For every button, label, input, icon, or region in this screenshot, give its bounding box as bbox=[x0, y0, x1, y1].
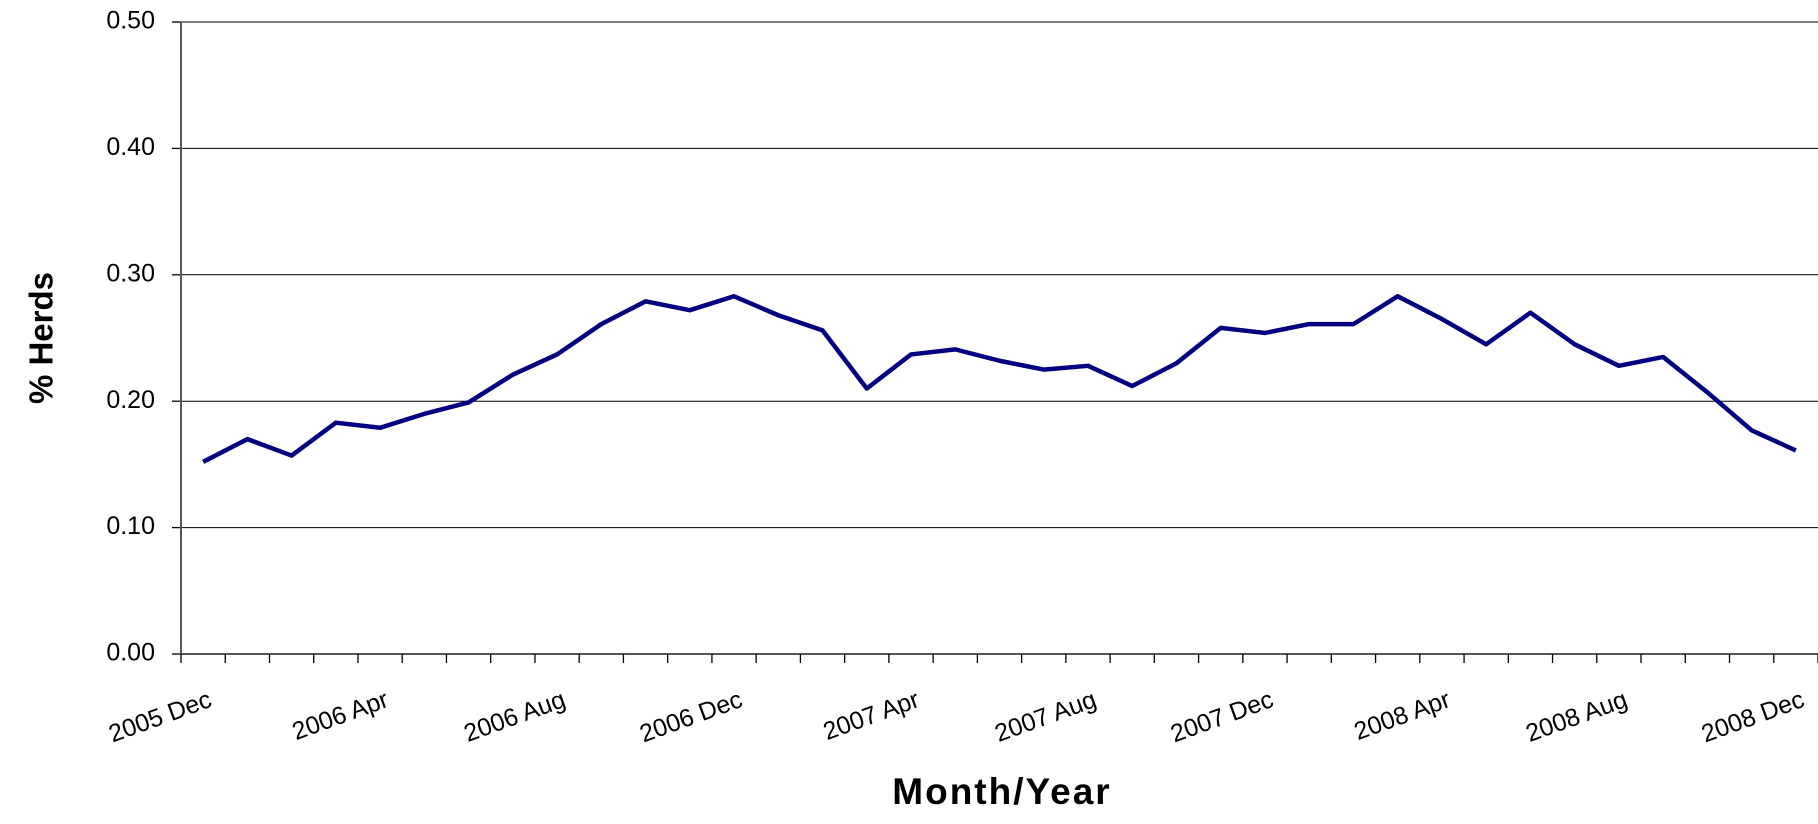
x-axis-title: Month/Year bbox=[892, 771, 1111, 812]
x-tick-label: 2007 Aug bbox=[991, 685, 1100, 747]
y-tick-label: 0.50 bbox=[106, 7, 155, 35]
x-tick-label: 2006 Apr bbox=[289, 685, 393, 746]
x-tick-label: 2005 Dec bbox=[105, 685, 215, 748]
y-tick-label: 0.00 bbox=[106, 639, 155, 667]
x-tick-label: 2006 Aug bbox=[460, 685, 569, 747]
y-tick-label: 0.40 bbox=[106, 133, 155, 161]
x-tick-label: 2007 Apr bbox=[819, 685, 923, 746]
y-tick-label: 0.20 bbox=[106, 386, 155, 414]
x-tick-label: 2006 Dec bbox=[636, 685, 746, 748]
x-tick-label: 2008 Apr bbox=[1350, 685, 1454, 746]
y-tick-label: 0.30 bbox=[106, 259, 155, 287]
x-tick-label: 2007 Dec bbox=[1167, 685, 1277, 748]
x-tick-label: 2008 Dec bbox=[1698, 685, 1808, 748]
line-series bbox=[202, 294, 1797, 464]
x-tick-label: 2008 Aug bbox=[1522, 685, 1631, 747]
y-axis-title: % Herds bbox=[23, 272, 60, 404]
y-tick-label: 0.10 bbox=[106, 512, 155, 540]
